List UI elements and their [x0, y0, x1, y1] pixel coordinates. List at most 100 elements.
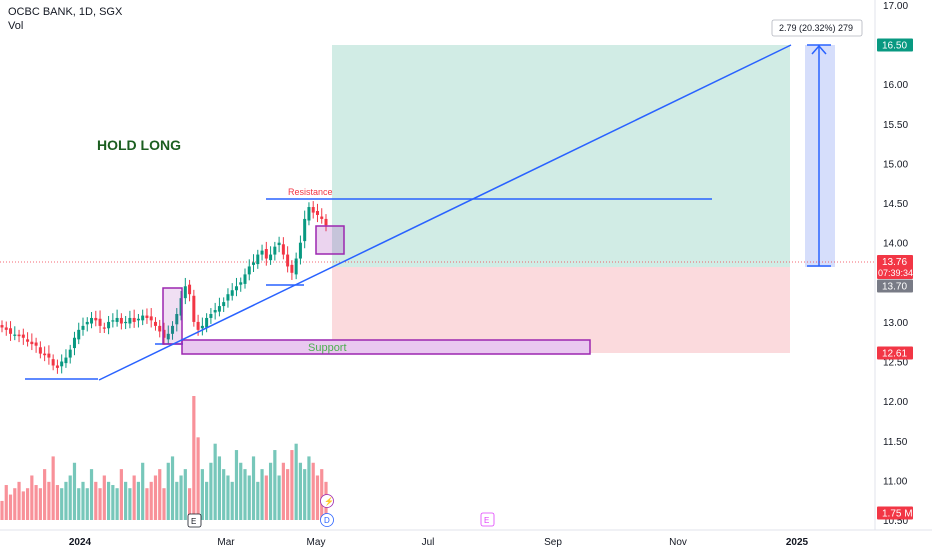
svg-text:D: D — [324, 516, 330, 525]
dividend-marker[interactable]: D — [320, 513, 334, 527]
candle-body — [286, 254, 290, 267]
price-tick-label: 12.50 — [883, 358, 908, 369]
volume-header: Vol — [8, 20, 23, 32]
time-tick-label: Mar — [217, 537, 235, 548]
volume-bar — [60, 488, 64, 520]
price-tag — [877, 346, 913, 360]
candle-body — [205, 317, 209, 328]
svg-text:E: E — [484, 516, 489, 525]
candle-body — [222, 302, 226, 307]
volume-bar — [213, 443, 217, 520]
price-tick-label: 14.50 — [883, 199, 908, 210]
candle-body — [0, 325, 4, 328]
candle-body — [192, 295, 196, 322]
volume-bar — [43, 469, 47, 520]
price-tag — [877, 506, 913, 520]
earnings-marker-future[interactable]: E — [480, 512, 495, 527]
candle-body — [239, 282, 243, 285]
candle-body — [51, 359, 55, 366]
time-tick-label: May — [307, 537, 326, 548]
volume-bar — [30, 475, 34, 520]
volume-label[interactable]: Vol — [8, 20, 24, 32]
volume-bar — [268, 462, 273, 520]
split-marker[interactable]: ⚡ — [320, 494, 334, 508]
volume-bar — [136, 481, 141, 520]
time-tick-label: 2024 — [69, 537, 92, 548]
trend-line — [98, 44, 792, 381]
price-tag — [877, 255, 913, 279]
candle-body — [90, 317, 94, 324]
volume-bar — [264, 475, 268, 520]
volume-bar — [294, 443, 298, 520]
candle-body — [115, 317, 119, 322]
price-tick-label: 15.50 — [883, 120, 908, 131]
volume-bar — [315, 475, 320, 520]
time-tick-label: Nov — [669, 537, 687, 548]
candle-body — [179, 298, 183, 316]
price-tick-label: 16.00 — [883, 80, 908, 91]
candle-body — [47, 353, 51, 358]
candle-body — [34, 342, 38, 346]
volume-bar — [209, 462, 213, 520]
candle-body — [64, 357, 68, 364]
volume-bar — [286, 469, 290, 520]
volume-bar — [298, 462, 303, 520]
symbol-title[interactable]: OCBC BANK, 1D, SGX — [8, 6, 123, 18]
candle-body — [269, 254, 273, 261]
volume-bar — [149, 481, 153, 520]
candle-body — [153, 321, 157, 326]
volume-bar — [89, 469, 94, 520]
volume-bar — [13, 488, 17, 520]
earnings-marker[interactable]: E — [187, 513, 202, 528]
volume-group — [0, 396, 328, 520]
candle-body — [111, 320, 115, 322]
candle-body — [166, 333, 170, 340]
candle-body — [94, 317, 98, 321]
candle-body — [298, 242, 302, 259]
volume-bar — [119, 469, 123, 520]
candle-body — [247, 266, 251, 275]
measure-arrow-head — [811, 44, 827, 55]
volume-bar — [17, 481, 21, 520]
volume-bar — [170, 456, 175, 520]
svg-text:E: E — [191, 517, 196, 526]
volume-bar — [128, 488, 132, 520]
candle-body — [145, 315, 149, 318]
candle-body — [230, 290, 234, 296]
volume-bar — [205, 481, 209, 520]
volume-bar — [77, 488, 81, 520]
volume-bar — [226, 475, 230, 520]
volume-bar — [311, 462, 315, 520]
time-axis[interactable]: 2024 Mar May Jul Sep Nov 2025 — [69, 537, 809, 548]
candle-body — [324, 218, 328, 226]
volume-bar — [273, 450, 277, 520]
candle-body — [55, 365, 59, 368]
volume-bar — [94, 481, 98, 520]
price-tag-label: 13.76 — [882, 257, 907, 268]
candle-body — [277, 242, 281, 246]
candle-body — [158, 325, 162, 332]
candle-body — [107, 321, 111, 329]
candle-body — [243, 274, 247, 284]
candle-body — [162, 329, 166, 338]
volume-bar — [158, 469, 162, 520]
candle-body — [136, 318, 140, 321]
volume-bar — [8, 494, 13, 520]
candle-body — [303, 218, 307, 242]
candle-body — [171, 325, 175, 334]
volume-bar — [68, 475, 72, 520]
candle-body — [294, 258, 298, 275]
candle-body — [196, 321, 200, 330]
volume-bar — [162, 488, 166, 520]
volume-bar — [64, 481, 68, 520]
candle-body — [188, 284, 192, 295]
volume-bar — [281, 462, 285, 520]
candle-body — [281, 244, 285, 255]
chart-header: OCBC BANK, 1D, SGX — [8, 6, 122, 18]
candle-body — [102, 327, 106, 329]
price-axis[interactable]: 17.0016.5016.0015.5015.0014.5014.0013.50… — [883, 1, 908, 527]
candle-body — [38, 347, 42, 354]
volume-bar — [222, 469, 226, 520]
